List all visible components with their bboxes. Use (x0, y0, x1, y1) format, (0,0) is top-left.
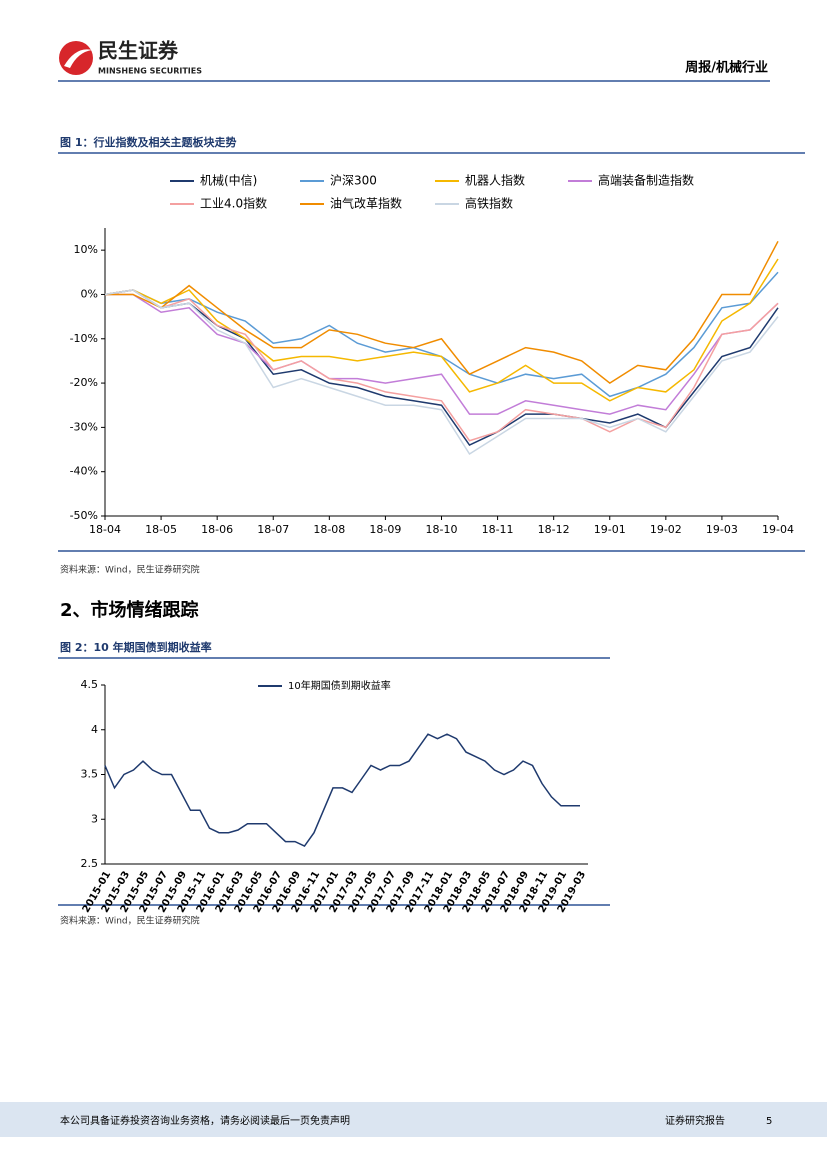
x-tick-label: 18-11 (482, 523, 514, 536)
x-tick-label: 18-05 (145, 523, 177, 536)
figure-title: 图 1：行业指数及相关主题板块走势 (60, 135, 236, 149)
figure-title: 图 2：10 年期国债到期收益率 (60, 640, 212, 654)
y-tick-label: 3.5 (81, 768, 99, 781)
x-tick-label: 18-08 (313, 523, 345, 536)
chart: 2.533.544.52015-012015-032015-052015-072… (81, 678, 589, 915)
series-line (104, 289, 779, 447)
x-tick-label: 19-01 (594, 523, 626, 536)
series-line (104, 271, 779, 398)
y-tick-label: -10% (70, 332, 98, 345)
y-tick-label: 10% (74, 243, 98, 256)
y-tick-label: -40% (70, 465, 98, 478)
y-tick-label: -50% (70, 509, 98, 522)
report-type: 周报/机械行业 (685, 60, 768, 76)
series-line (105, 293, 779, 415)
y-tick-label: -20% (70, 376, 98, 389)
logo-en: MINSHENG SECURITIES (98, 67, 202, 76)
x-tick-label: 19-03 (706, 523, 738, 536)
y-tick-label: 3 (91, 812, 98, 825)
series-line (105, 240, 779, 385)
legend-label: 机械(中信) (200, 173, 257, 188)
x-tick-label: 18-09 (369, 523, 401, 536)
x-tick-label: 18-12 (538, 523, 570, 536)
footer-band (0, 1102, 827, 1137)
logo-swoosh (64, 49, 92, 68)
series-line (104, 289, 779, 456)
x-tick-label: 18-04 (89, 523, 121, 536)
footer-label: 证券研究报告 (665, 1114, 725, 1127)
legend-label: 油气改革指数 (330, 196, 402, 211)
x-tick-label: 18-07 (257, 523, 289, 536)
section-title: 2、市场情绪跟踪 (60, 599, 199, 621)
legend-label: 高铁指数 (465, 196, 513, 211)
series-line (104, 733, 580, 848)
page-number: 5 (766, 1116, 772, 1127)
y-tick-label: 4.5 (81, 678, 99, 691)
series-line (104, 289, 779, 442)
legend-label: 高端装备制造指数 (598, 173, 694, 188)
x-tick-label: 18-06 (201, 523, 233, 536)
chart: -50% -40% -30% -20% -10% 0% 10% 18-04 18-05 18-06… (70, 173, 794, 537)
y-tick-label: 4 (91, 723, 98, 736)
x-tick-label: 19-04 (762, 523, 794, 536)
y-tick-label: 2.5 (81, 857, 99, 870)
legend-label: 工业4.0指数 (200, 196, 267, 211)
x-tick-label: 18-10 (426, 523, 458, 536)
figure-source: 资料来源：Wind，民生证券研究院 (60, 915, 200, 927)
legend-label: 10年期国债到期收益率 (288, 679, 391, 692)
series-line (104, 258, 779, 402)
legend-label: 沪深300 (330, 174, 377, 188)
logo: 民生证券 MINSHENG SECURITIES (59, 39, 202, 76)
y-tick-label: 0% (81, 287, 98, 300)
y-tick-label: -30% (70, 420, 98, 433)
legend-label: 机器人指数 (465, 173, 525, 188)
logo-cn: 民生证券 (98, 39, 179, 63)
x-tick-label: 19-02 (650, 523, 682, 536)
footer-disclaimer: 本公司具备证券投资咨询业务资格，请务必阅读最后一页免责声明 (60, 1114, 350, 1127)
figure-source: 资料来源：Wind，民生证券研究院 (60, 564, 200, 576)
